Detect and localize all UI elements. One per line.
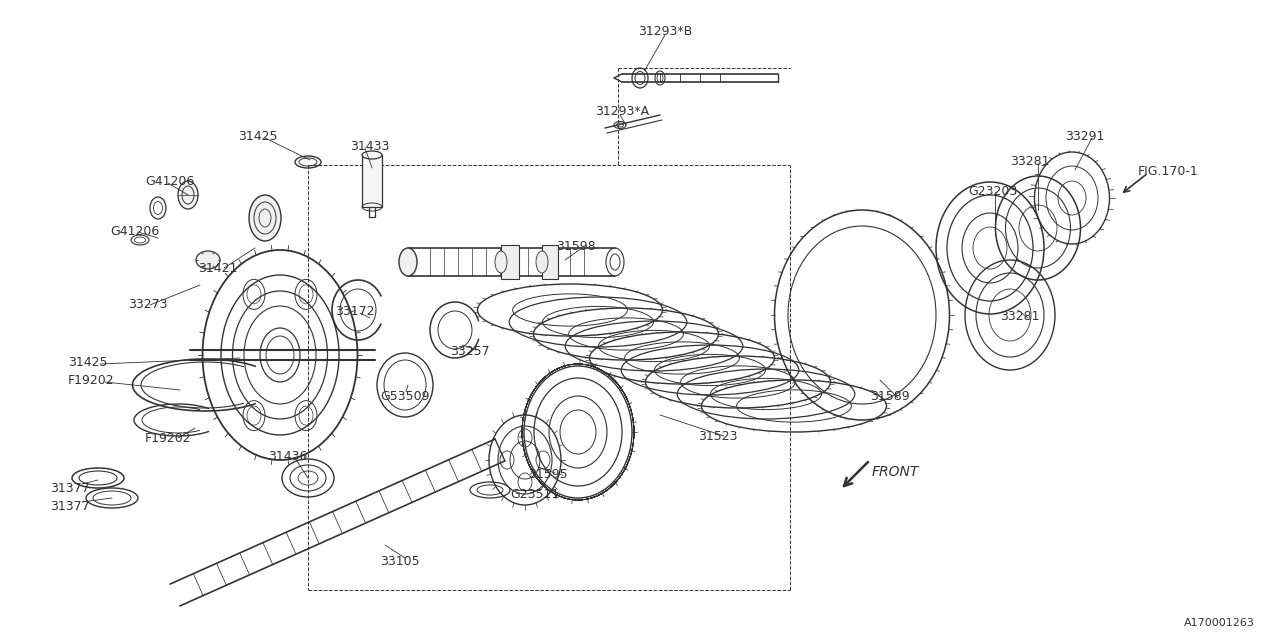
Text: 31421: 31421 — [198, 262, 237, 275]
Text: 31293*B: 31293*B — [637, 25, 692, 38]
Text: 31589: 31589 — [870, 390, 910, 403]
Bar — [541, 245, 558, 279]
Text: G23511: G23511 — [509, 488, 559, 501]
Ellipse shape — [399, 248, 417, 276]
Text: G53509: G53509 — [380, 390, 430, 403]
Text: 31293*A: 31293*A — [595, 105, 649, 118]
Text: 31595: 31595 — [529, 468, 567, 481]
Text: F19202: F19202 — [145, 432, 192, 445]
Ellipse shape — [495, 251, 507, 273]
Text: G41206: G41206 — [110, 225, 159, 238]
Text: G23203: G23203 — [968, 185, 1018, 198]
Text: 33291: 33291 — [1065, 130, 1105, 143]
Text: 31436: 31436 — [268, 450, 307, 463]
Text: 31377: 31377 — [50, 482, 90, 495]
Text: 31377: 31377 — [50, 500, 90, 513]
Text: 33281: 33281 — [1000, 310, 1039, 323]
Text: 33257: 33257 — [451, 345, 490, 358]
Text: FRONT: FRONT — [872, 465, 919, 479]
Ellipse shape — [196, 251, 220, 269]
Text: 33273: 33273 — [128, 298, 168, 311]
Text: FIG.170-1: FIG.170-1 — [1138, 165, 1199, 178]
Text: 31598: 31598 — [556, 240, 595, 253]
Text: 31523: 31523 — [698, 430, 737, 443]
Ellipse shape — [178, 181, 198, 209]
Ellipse shape — [362, 151, 381, 159]
Text: G41206: G41206 — [145, 175, 195, 188]
Text: 31425: 31425 — [238, 130, 278, 143]
Bar — [362, 155, 381, 207]
Bar — [500, 245, 518, 279]
Text: 33172: 33172 — [335, 305, 375, 318]
Text: 33105: 33105 — [380, 555, 420, 568]
Text: 31425: 31425 — [68, 356, 108, 369]
Text: 33281: 33281 — [1010, 155, 1050, 168]
Ellipse shape — [536, 251, 548, 273]
Ellipse shape — [250, 195, 282, 241]
Text: A170001263: A170001263 — [1184, 618, 1254, 628]
Text: F19202: F19202 — [68, 374, 115, 387]
Text: 31433: 31433 — [349, 140, 389, 153]
